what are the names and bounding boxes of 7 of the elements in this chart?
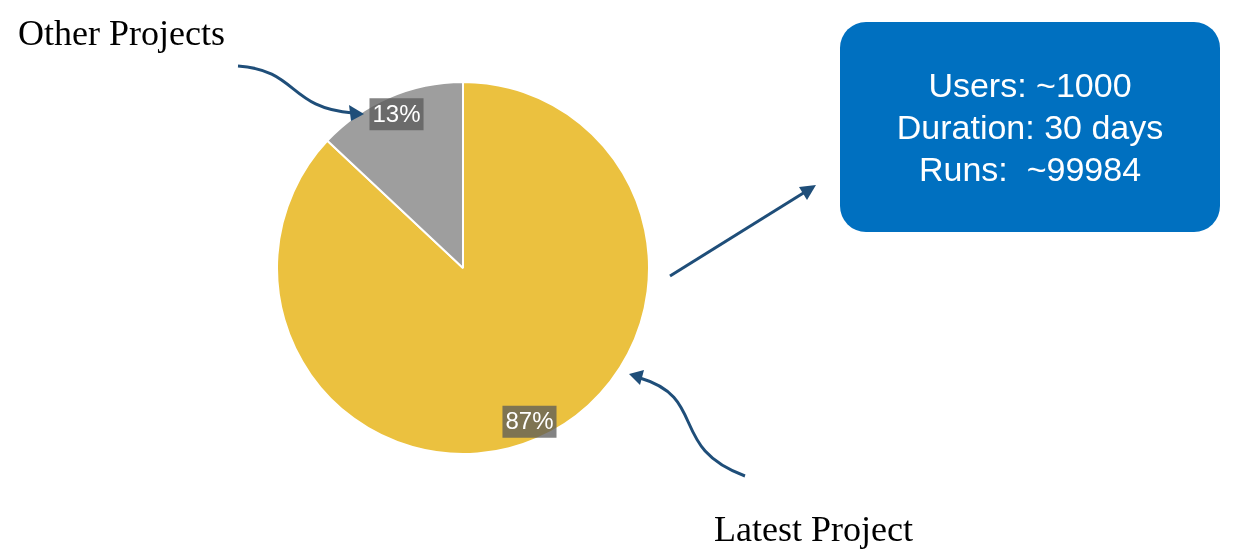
data-label: 13% <box>372 99 421 127</box>
slice-label: Other Projects <box>18 12 225 54</box>
data-label: 87% <box>505 407 554 435</box>
slice-label: Latest Project <box>714 508 913 550</box>
text: Users: ~1000 <box>928 65 1132 106</box>
text: Duration: 30 days <box>896 107 1164 148</box>
text: Runs: ~99984 <box>918 149 1142 190</box>
